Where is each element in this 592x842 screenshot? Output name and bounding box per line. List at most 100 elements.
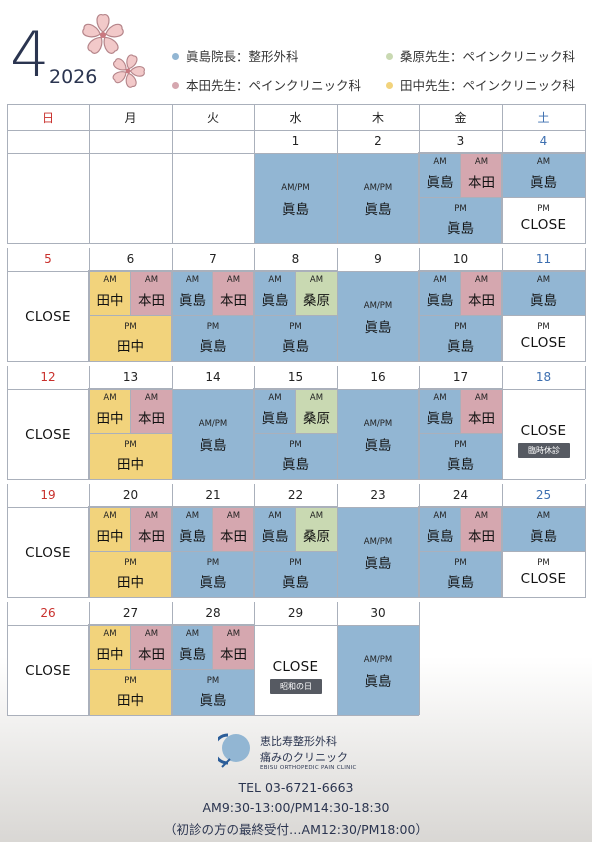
grid-line xyxy=(419,602,420,715)
grid-line xyxy=(419,248,420,361)
grid-line xyxy=(89,484,90,597)
doctor-name: 眞島 xyxy=(179,529,206,545)
pm-label: PM xyxy=(289,322,302,332)
date-number: 23 xyxy=(370,488,386,502)
pm-label: PM xyxy=(537,322,550,332)
date-cell: 4 xyxy=(502,130,585,153)
am-slot-tanaka: AM 田中 xyxy=(88,270,132,317)
pm-label: PM xyxy=(124,322,137,332)
grid-line xyxy=(7,104,8,130)
date-cell: 6 xyxy=(89,248,172,271)
pm-slot-tanaka: PM 田中 xyxy=(88,551,173,598)
weekday-header: 木 xyxy=(337,104,419,130)
date-number: 5 xyxy=(44,252,52,266)
date-cell: 22 xyxy=(254,484,337,507)
first-visit-note: （初診の方の最終受付…AM12:30/PM18:00） xyxy=(164,822,428,837)
date-number: 17 xyxy=(452,370,469,384)
doctor-name: 田中 xyxy=(96,293,124,309)
doctor-name: 本田 xyxy=(138,647,165,663)
date-cell: 20 xyxy=(89,484,172,507)
grid-line xyxy=(7,248,8,361)
date-cell: 12 xyxy=(7,366,89,389)
date-number: 24 xyxy=(452,488,469,502)
date-cell xyxy=(89,130,172,153)
legend-dot xyxy=(386,82,393,89)
date-cell: 7 xyxy=(172,248,254,271)
doctor-name: 眞島 xyxy=(282,339,309,355)
date-number: 29 xyxy=(287,606,304,620)
doctor-name: 眞島 xyxy=(530,175,557,191)
date-number: 14 xyxy=(205,370,221,384)
date-cell: 30 xyxy=(337,602,419,625)
date-number: 9 xyxy=(374,252,382,266)
date-cell: 5 xyxy=(7,248,89,271)
am-slot-majima: AM 眞島 xyxy=(418,388,462,435)
doctor-name: 眞島 xyxy=(199,438,227,454)
pm-label: PM xyxy=(454,322,467,332)
am-label: AM xyxy=(226,275,241,285)
weekday-label: 月 xyxy=(124,111,137,125)
date-number: 1 xyxy=(291,134,300,148)
pm-slot-tanaka: PM 田中 xyxy=(88,433,173,480)
date-number: 4 xyxy=(539,134,548,148)
date-number: 3 xyxy=(456,134,465,148)
date-cell: 17 xyxy=(419,366,502,389)
am-label: AM xyxy=(185,629,200,639)
date-cell: 14 xyxy=(172,366,254,389)
am-slot-honda: AM 本田 xyxy=(460,152,503,199)
grid-line xyxy=(502,248,503,361)
grid-line xyxy=(7,479,585,480)
date-number: 26 xyxy=(40,606,56,620)
date-cell: 13 xyxy=(89,366,172,389)
pm-label: PM xyxy=(454,558,467,568)
grid-line xyxy=(419,104,420,130)
pm-label: PM xyxy=(124,558,137,568)
clinic-logo-icon xyxy=(218,733,250,768)
am-slot-honda: AM 本田 xyxy=(460,506,503,553)
close-label: CLOSE xyxy=(25,545,71,561)
date-cell: 29 xyxy=(254,602,337,625)
doctor-name: 眞島 xyxy=(282,575,309,591)
doctor-name: 眞島 xyxy=(199,693,227,709)
date-number: 8 xyxy=(291,252,300,266)
month-number: 4 xyxy=(10,18,50,91)
am-label: AM xyxy=(474,511,489,521)
date-cell: 25 xyxy=(502,484,585,507)
pm-label: PM xyxy=(124,440,137,450)
grid-line xyxy=(7,484,8,597)
close-label: CLOSE xyxy=(25,427,71,443)
grid-line xyxy=(89,130,90,243)
am-slot-honda: AM 本田 xyxy=(212,506,255,553)
date-number: 27 xyxy=(122,606,139,620)
grid-line xyxy=(502,130,503,243)
am-label: AM xyxy=(433,393,447,403)
pm-label: PM xyxy=(289,558,302,568)
am-slot-majima: AM 眞島 xyxy=(171,506,214,553)
doctor-name: 田中 xyxy=(96,529,124,545)
date-cell: 15 xyxy=(254,366,337,389)
doctor-name: 眞島 xyxy=(282,202,309,218)
am-label: AM xyxy=(268,511,282,521)
doctor-name: 眞島 xyxy=(364,674,392,690)
grid-line xyxy=(585,104,586,130)
am-label: AM xyxy=(268,393,282,403)
weekday-header: 火 xyxy=(172,104,254,130)
am-label: AM xyxy=(433,157,447,167)
date-number: 28 xyxy=(205,606,221,620)
am-label: AM xyxy=(185,275,200,285)
pm-slot-majima: PM 眞島 xyxy=(171,315,255,362)
grid-line xyxy=(89,602,90,715)
date-cell: 16 xyxy=(337,366,419,389)
date-cell: 26 xyxy=(7,602,89,625)
doctor-name: 眞島 xyxy=(261,411,289,427)
doctor-name: 桑原 xyxy=(303,529,330,545)
weekday-label: 火 xyxy=(206,111,219,125)
doctor-name: 田中 xyxy=(117,457,144,473)
doctor-name: 桑原 xyxy=(303,411,330,427)
grid-line xyxy=(7,366,8,479)
weekday-label: 木 xyxy=(371,111,384,125)
grid-line xyxy=(7,153,585,154)
pm-slot-majima: PM 眞島 xyxy=(418,315,503,362)
date-cell: 18 xyxy=(502,366,585,389)
date-number: 12 xyxy=(40,370,56,384)
